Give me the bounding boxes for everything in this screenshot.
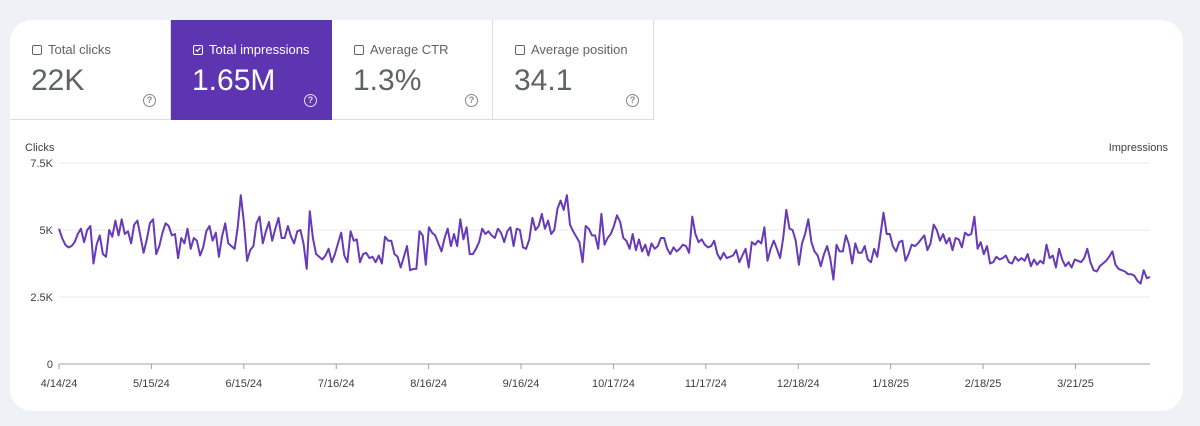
metric-total-impressions[interactable]: Total impressions 1.65M ? <box>171 20 332 120</box>
metric-value: 34.1 <box>514 64 573 97</box>
metric-total-clicks[interactable]: Total clicks 22K ? <box>10 20 171 120</box>
checkbox-unchecked-icon[interactable] <box>32 44 42 55</box>
x-tick-label: 6/15/24 <box>225 378 262 390</box>
performance-card: Total clicks 22K ? Total impressions 1.6… <box>10 20 1183 411</box>
x-tick-label: 1/18/25 <box>872 378 909 390</box>
checkbox-checked-icon[interactable] <box>193 44 203 55</box>
y-tick-label: 5K <box>40 225 54 237</box>
y-axis-left-label: Clicks <box>25 142 55 154</box>
checkbox-unchecked-icon[interactable] <box>354 44 364 55</box>
metric-tabs: Total clicks 22K ? Total impressions 1.6… <box>10 20 654 120</box>
checkbox-unchecked-icon[interactable] <box>515 44 525 55</box>
x-tick-label: 10/17/24 <box>592 378 635 390</box>
x-tick-label: 11/17/24 <box>685 378 727 390</box>
metric-value: 1.65M <box>192 64 276 97</box>
performance-chart: Clicks Impressions 7.5K 5K 2.5K 0 4/14/24 5/… <box>25 142 1169 390</box>
x-axis-ticks: 4/14/24 5/15/24 6/15/24 7/16/24 8/16/24 9/16/… <box>41 364 1094 390</box>
metric-label: Total impressions <box>209 42 310 57</box>
x-tick-label: 9/16/24 <box>503 378 540 390</box>
x-tick-label: 12/18/24 <box>777 378 820 390</box>
x-tick-label: 3/21/25 <box>1057 378 1094 390</box>
chart-gridlines <box>59 162 1150 365</box>
metric-average-ctr[interactable]: Average CTR 1.3% ? <box>332 20 493 120</box>
metric-label: Total clicks <box>48 42 111 57</box>
help-icon[interactable]: ? <box>304 94 317 107</box>
metric-value: 22K <box>31 64 85 97</box>
x-tick-label: 5/15/24 <box>133 378 170 390</box>
y-axis-right-label: Impressions <box>1109 142 1169 154</box>
series-line-total-impressions <box>58 194 1151 285</box>
x-tick-label: 4/14/24 <box>41 378 78 390</box>
metric-average-position[interactable]: Average position 34.1 ? <box>493 20 654 120</box>
help-icon[interactable]: ? <box>626 94 639 107</box>
metric-label: Average position <box>531 42 628 57</box>
y-tick-label: 7.5K <box>30 158 53 170</box>
x-tick-label: 8/16/24 <box>410 378 447 390</box>
y-axis-ticks: 7.5K 5K 2.5K 0 <box>30 158 53 371</box>
help-icon[interactable]: ? <box>465 94 478 107</box>
x-tick-label: 7/16/24 <box>318 378 355 390</box>
x-tick-label: 2/18/25 <box>965 378 1002 390</box>
metric-value: 1.3% <box>353 64 422 97</box>
y-tick-label: 0 <box>47 359 53 371</box>
metric-label: Average CTR <box>370 42 449 57</box>
y-tick-label: 2.5K <box>30 292 53 304</box>
help-icon[interactable]: ? <box>143 94 156 107</box>
